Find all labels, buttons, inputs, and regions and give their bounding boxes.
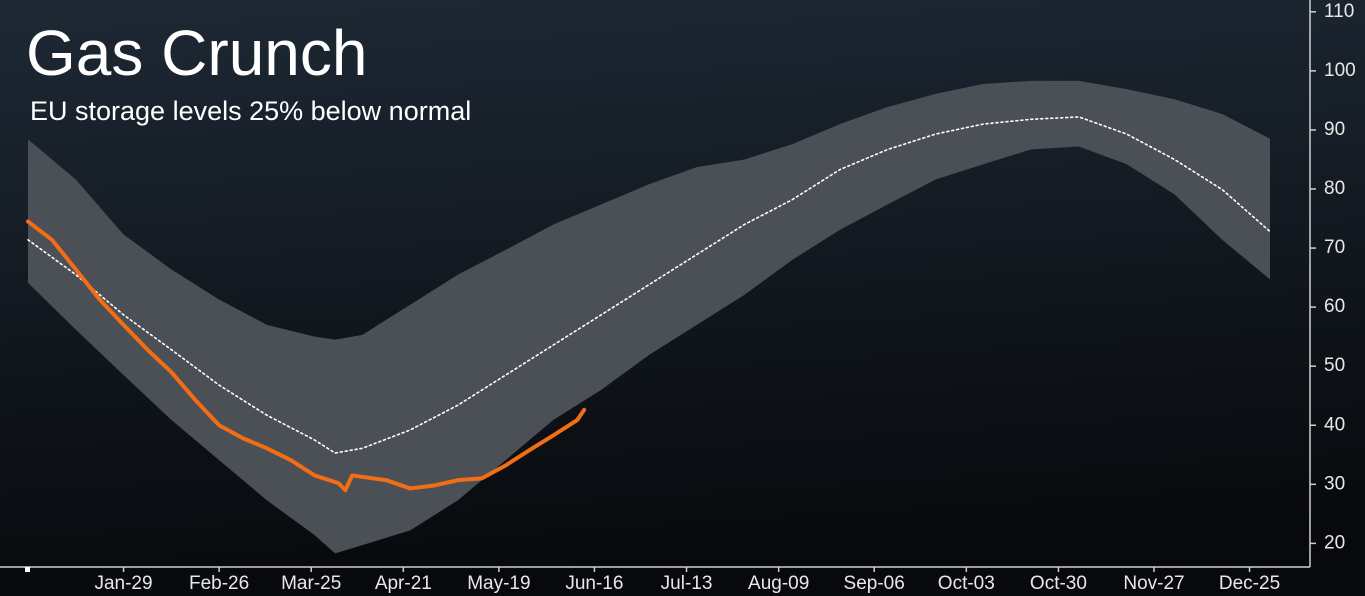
chart-title: Gas Crunch [26,17,367,89]
y-tick-label: 50 [1324,355,1345,376]
chart-subtitle: EU storage levels 25% below normal [30,96,471,126]
x-tick-label: Feb-26 [189,573,249,594]
x-tick-label: Jan-29 [94,573,152,594]
x-tick-label: Oct-03 [938,573,995,594]
x-tick-label: Mar-25 [281,573,341,594]
y-tick-label: 60 [1324,296,1345,317]
x-tick-label: Dec-25 [1219,573,1280,594]
average-line [27,116,1271,454]
range-band [28,80,1270,554]
x-tick-label: Sep-06 [844,573,905,594]
y-tick-label: 80 [1324,178,1345,199]
y-tick-label: 110 [1324,1,1354,22]
y-tick-label: 90 [1324,119,1345,140]
x-axis-marker [25,567,30,572]
y-tick-label: 20 [1324,532,1345,553]
x-tick-label: Oct-30 [1030,573,1087,594]
y-tick-label: 40 [1324,414,1345,435]
y-tick-label: 30 [1324,473,1345,494]
x-tick-label: May-19 [467,573,530,594]
data-line [26,219,587,493]
x-tick-label: Jun-16 [565,573,623,594]
x-tick-label: Apr-21 [375,573,432,594]
x-tick-label: Aug-09 [748,573,809,594]
y-tick-label: 100 [1324,60,1356,81]
x-tick-label: Jul-13 [661,573,713,594]
x-tick-label: Nov-27 [1123,573,1184,594]
plot-area [26,80,1271,554]
y-tick-label: 70 [1324,237,1345,258]
